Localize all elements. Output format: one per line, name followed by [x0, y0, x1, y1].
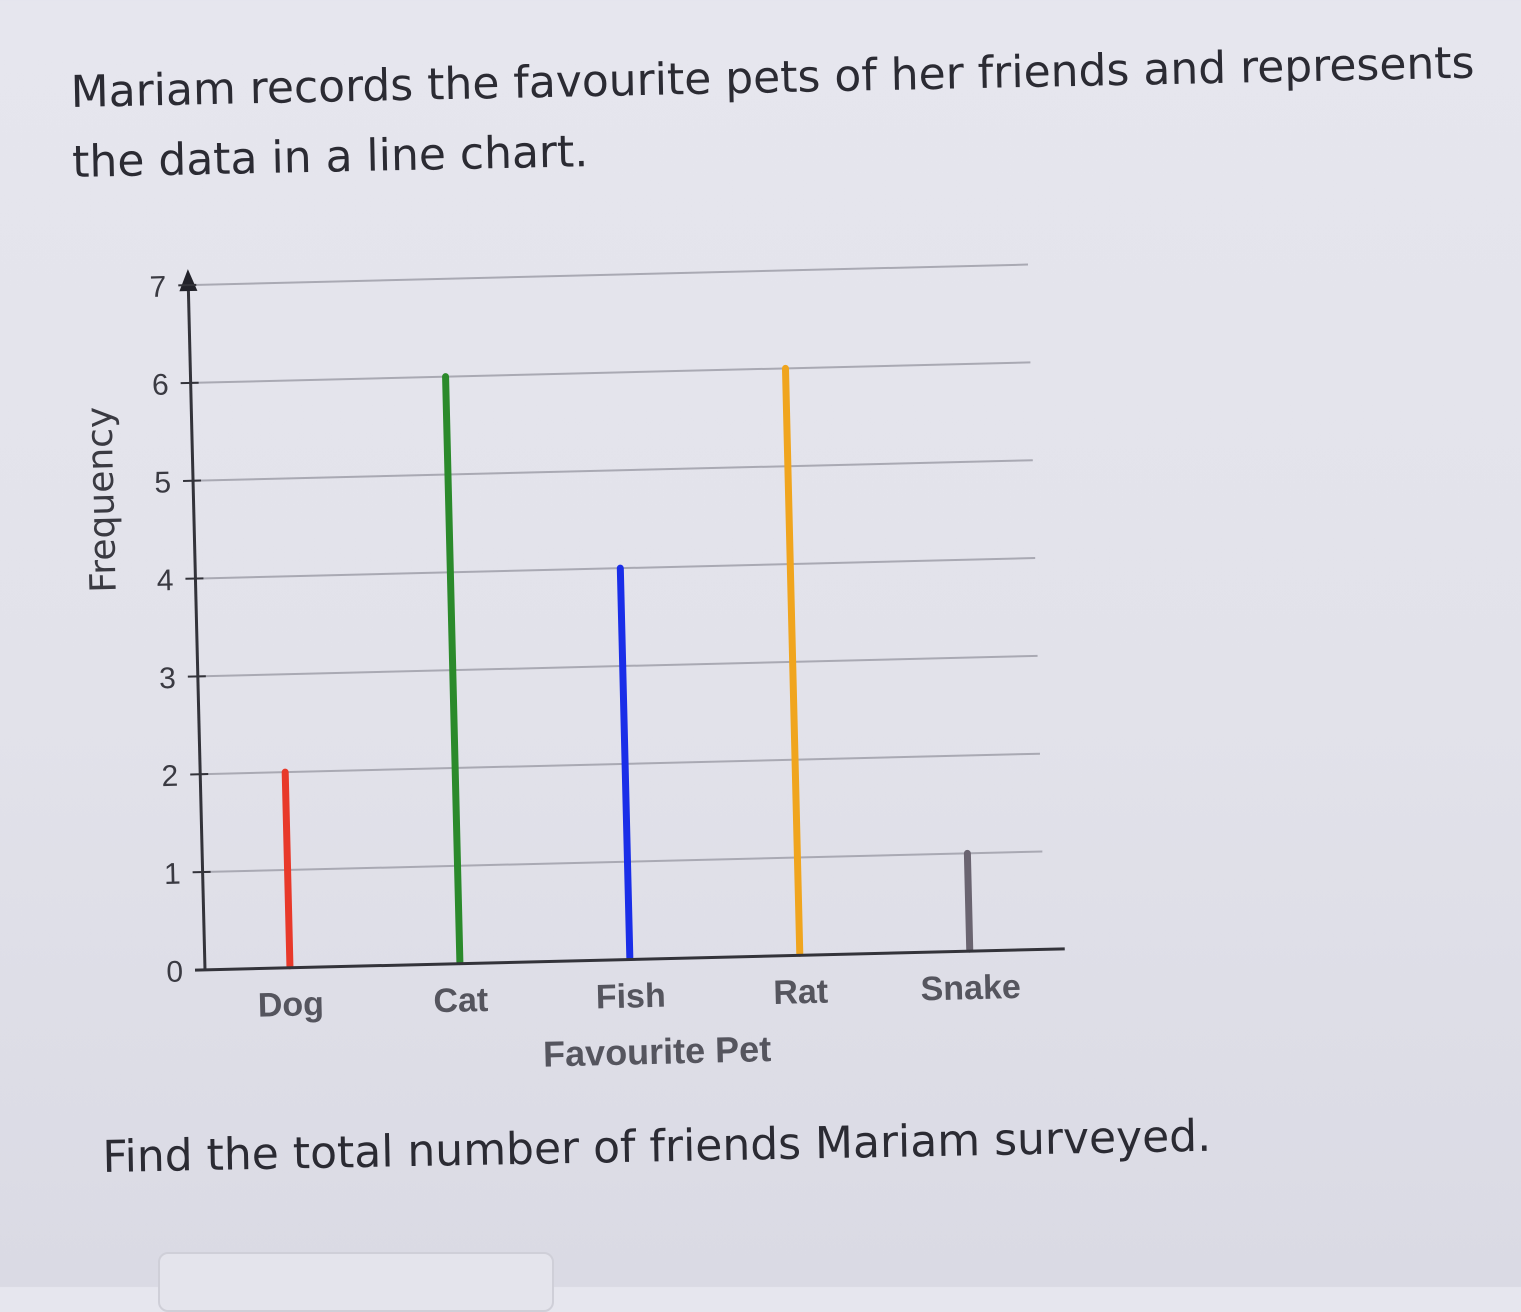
gridline [203, 852, 1043, 873]
gridline [195, 558, 1035, 579]
x-tick-label-cat: Cat [433, 981, 489, 1020]
gridline [198, 656, 1038, 677]
answer-input[interactable] [158, 1252, 554, 1312]
y-tick-label: 3 [159, 662, 176, 695]
chart-lines [276, 364, 970, 966]
y-axis-arrow [179, 269, 198, 291]
pet-line-snake [967, 853, 969, 949]
line-chart: 0 1 2 3 4 5 6 7 Dog Cat Fish Rat Snake Favourite Pet… [62, 208, 1093, 1092]
pet-line-dog [285, 772, 290, 966]
y-tick-label: 6 [152, 368, 169, 401]
y-tick-label: 1 [164, 858, 181, 891]
y-tick-label: 4 [156, 564, 173, 597]
x-tick-label-rat: Rat [773, 973, 829, 1012]
y-axis-title: Frequency [79, 406, 125, 593]
gridline [200, 754, 1040, 775]
y-tick-label: 2 [161, 760, 178, 793]
line-chart-svg: 0 1 2 3 4 5 6 7 Dog Cat Fish Rat Snake Favourite Pet… [62, 208, 1093, 1092]
y-axis-line [188, 275, 205, 970]
grid-lines [188, 265, 1042, 872]
pet-line-fish [620, 568, 630, 957]
gridline [191, 362, 1031, 383]
y-tick-label: 5 [154, 466, 171, 499]
x-tick-label-dog: Dog [257, 985, 324, 1025]
y-tick-label: 7 [149, 271, 166, 304]
x-tick-label-fish: Fish [595, 977, 666, 1017]
gridline [188, 265, 1028, 286]
y-tick-label: 0 [166, 955, 183, 988]
x-tick-label-snake: Snake [920, 968, 1021, 1008]
gridline [193, 460, 1033, 481]
x-axis-title: Favourite Pet [543, 1028, 772, 1075]
question-prompt: Find the total number of friends Mariam … [102, 1109, 1212, 1186]
question-text: Mariam records the favourite pets of her… [70, 28, 1513, 198]
